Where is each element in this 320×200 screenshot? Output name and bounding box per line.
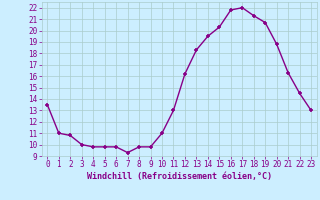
X-axis label: Windchill (Refroidissement éolien,°C): Windchill (Refroidissement éolien,°C): [87, 172, 272, 181]
